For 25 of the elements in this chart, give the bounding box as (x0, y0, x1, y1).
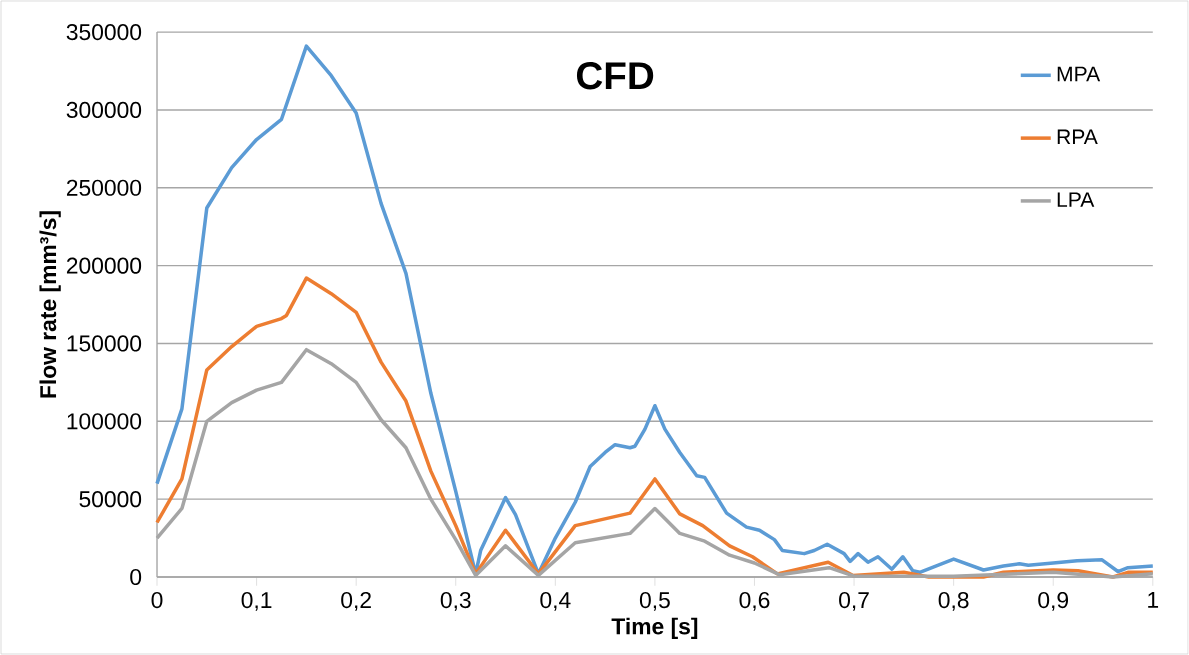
y-tick-label: 0 (130, 568, 142, 586)
y-tick-label: 50000 (79, 491, 142, 508)
legend-label: RPA (1057, 129, 1098, 145)
y-tick-label: 100000 (67, 413, 142, 430)
x-tick-label: 0,5 (639, 591, 670, 611)
y-tick-label: 350000 (66, 24, 142, 41)
legend-label: MPA (1057, 66, 1101, 82)
x-tick-label: 0,9 (1038, 591, 1069, 611)
x-tick-label: 0 (151, 591, 163, 609)
y-tick-label: 250000 (66, 179, 142, 196)
y-tick-label: 300000 (66, 101, 142, 119)
x-axis-title: Time [s] (611, 617, 698, 639)
x-tick-label: 0,6 (739, 591, 770, 611)
x-tick-label: 0,8 (938, 591, 969, 611)
x-tick-label: 0,2 (341, 591, 371, 611)
y-tick-label: 200000 (66, 257, 142, 274)
x-tick-label: 0,3 (440, 591, 471, 611)
x-tick-label: 0,4 (540, 591, 571, 611)
legend-label: LPA (1057, 192, 1095, 207)
text: CFD (576, 62, 654, 90)
y-tick-label: 150000 (67, 335, 142, 352)
x-tick-label: 0,7 (839, 591, 869, 611)
y-axis-title: Flow rate [mm³/s] (39, 211, 61, 398)
x-tick-label: 0,1 (241, 591, 272, 611)
x-tick-label: 1 (1148, 591, 1159, 608)
